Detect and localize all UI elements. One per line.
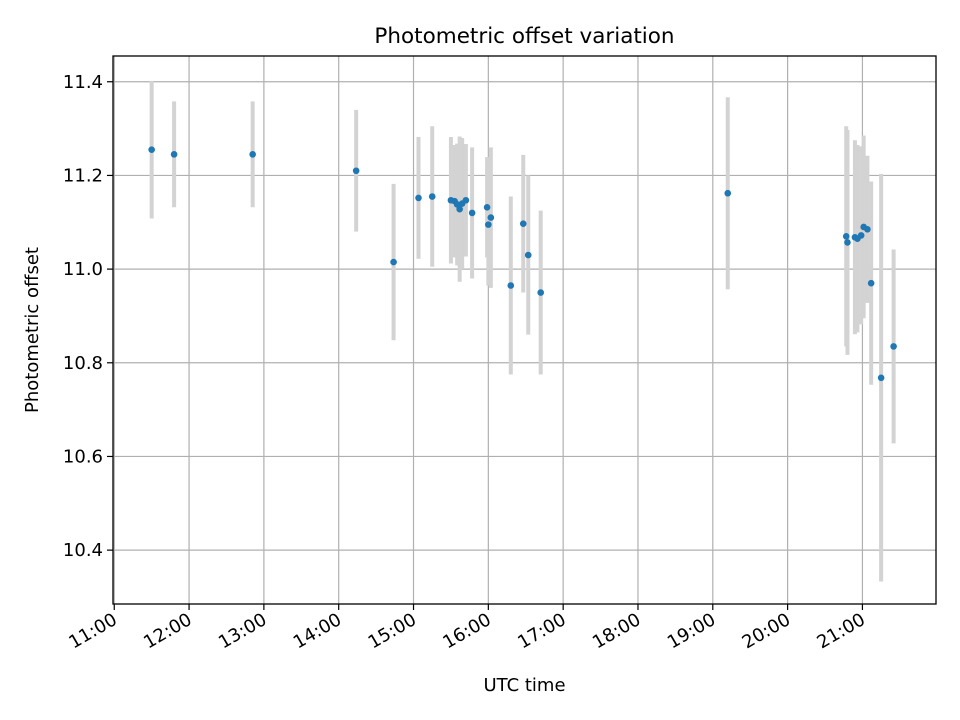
y-tick-label: 10.4 xyxy=(63,540,103,561)
data-point xyxy=(890,343,897,350)
data-point xyxy=(867,279,875,287)
data-point xyxy=(170,151,178,158)
data-point xyxy=(456,205,463,213)
data-point xyxy=(844,239,851,246)
data-point xyxy=(428,193,436,200)
y-axis-label: Photometric offset xyxy=(22,247,43,413)
x-axis-label: UTC time xyxy=(483,675,565,696)
data-point xyxy=(390,258,397,266)
y-tick-label: 11.4 xyxy=(63,72,103,93)
data-point xyxy=(524,251,532,259)
data-point xyxy=(842,233,850,240)
y-tick-label: 10.8 xyxy=(63,353,103,374)
data-point xyxy=(877,374,885,382)
data-point xyxy=(468,209,476,217)
data-point xyxy=(724,189,732,197)
data-point xyxy=(352,167,360,175)
chart-title: Photometric offset variation xyxy=(374,24,674,49)
data-point xyxy=(148,146,155,153)
data-point xyxy=(462,196,470,204)
data-point xyxy=(485,221,492,228)
y-tick-label: 11.0 xyxy=(63,259,103,280)
y-axis-ticks: 10.4 10.6 10.8 11.0 11.2 11.4 xyxy=(63,72,113,561)
plot-frame xyxy=(112,55,937,605)
data-point xyxy=(857,232,865,239)
data-point xyxy=(864,225,871,233)
data-point xyxy=(537,289,545,296)
data-point xyxy=(415,194,422,202)
data-point xyxy=(519,220,527,227)
data-point xyxy=(487,214,495,221)
data-point xyxy=(483,203,491,211)
data-point xyxy=(249,151,256,158)
data-points xyxy=(148,146,897,382)
y-tick-label: 11.2 xyxy=(63,165,103,186)
data-point xyxy=(507,282,515,289)
y-tick-label: 10.6 xyxy=(63,446,103,467)
